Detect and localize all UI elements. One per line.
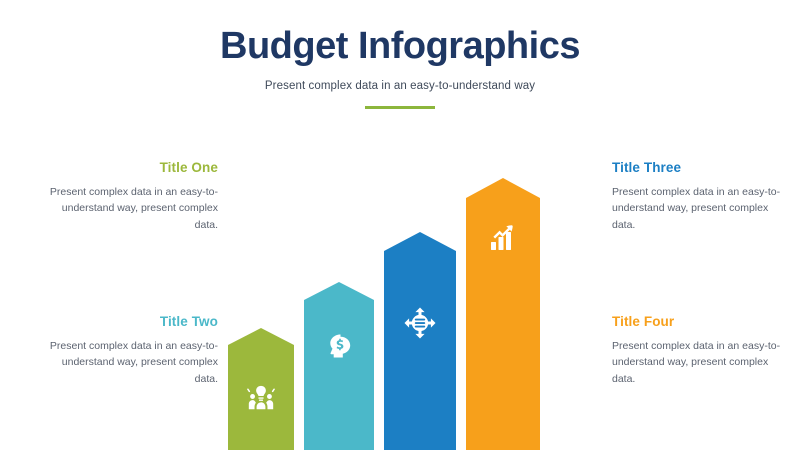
info-block-title-two: Title Two Present complex data in an eas… [48, 314, 218, 387]
slide-header: Budget Infographics Present complex data… [0, 25, 800, 109]
teamwork-idea-icon [228, 383, 294, 418]
info-block-title-three: Title Three Present complex data in an e… [612, 160, 782, 233]
title-divider [365, 105, 435, 109]
bar-title-four[interactable] [466, 178, 540, 450]
block-body-three: Present complex data in an easy-to-under… [612, 186, 781, 231]
block-body-two: Present complex data in an easy-to-under… [49, 340, 218, 385]
page-title: Budget Infographics [220, 25, 580, 67]
bar-title-two[interactable] [228, 328, 294, 450]
info-block-title-four: Title Four Present complex data in an ea… [612, 314, 782, 387]
block-body-four: Present complex data in an easy-to-under… [612, 340, 781, 385]
block-title-four: Title Four [612, 314, 675, 329]
exchange-arrows-icon [384, 306, 456, 345]
page-subtitle: Present complex data in an easy-to-under… [264, 79, 536, 92]
growth-chart-icon [466, 222, 540, 259]
bar-title-one[interactable] [304, 282, 374, 450]
block-title-three: Title Three [612, 160, 682, 175]
money-head-icon [304, 330, 374, 367]
info-block-title-one: Title One Present complex data in an eas… [48, 160, 218, 233]
bar-chart [218, 160, 582, 450]
block-title-one: Title One [159, 160, 218, 175]
bar-title-three[interactable] [384, 232, 456, 450]
block-body-one: Present complex data in an easy-to-under… [49, 186, 218, 231]
block-title-two: Title Two [159, 314, 218, 329]
